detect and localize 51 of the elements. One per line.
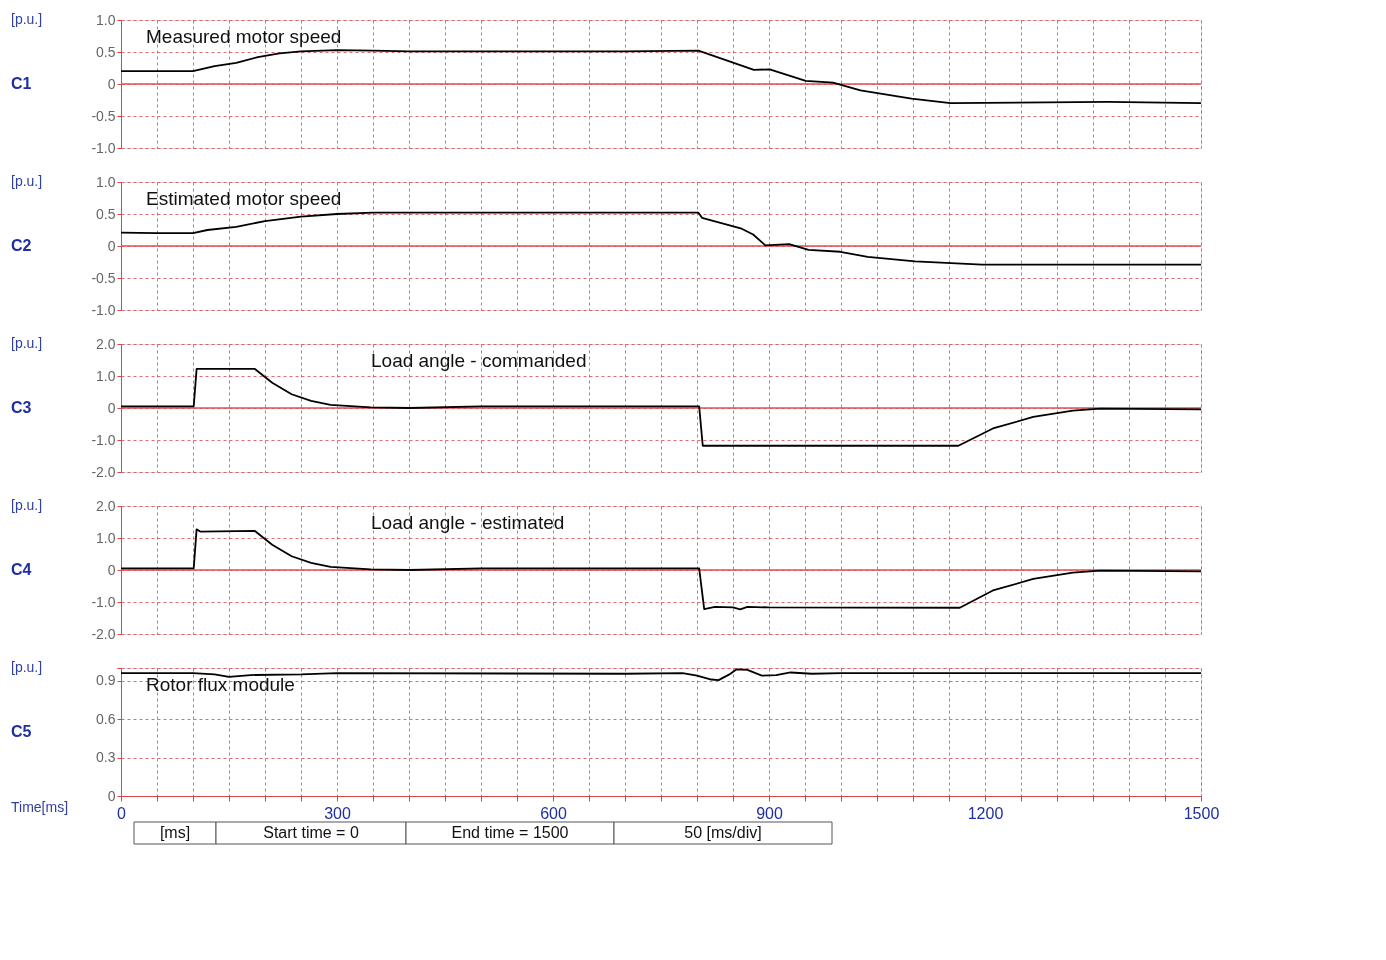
- line-series: [121, 49, 1201, 105]
- y-tick-label: 0: [107, 237, 116, 254]
- x-tick-label: 1200: [967, 804, 1004, 822]
- text: 50 [ms/div]: [684, 824, 762, 841]
- y-tick-label: 0: [107, 787, 116, 804]
- y-axis-title: [p.u.]: [11, 11, 43, 27]
- text: C1: [11, 75, 32, 92]
- text: End time = 1500: [451, 824, 569, 841]
- x-tick-label: 1500: [1183, 804, 1220, 822]
- text: Start time = 0: [263, 824, 359, 841]
- y-axis-title: [p.u.]: [11, 659, 43, 675]
- chart-title: Measured motor speed: [146, 26, 342, 47]
- x-tick-label: 600: [540, 804, 567, 822]
- y-tick-label: 1.0: [96, 11, 116, 28]
- text: C3: [11, 399, 32, 416]
- chart-title: Rotor flux module: [146, 674, 295, 695]
- y-tick-label: -1.0: [91, 139, 116, 156]
- text: [ms]: [159, 824, 191, 841]
- y-axis-title: [p.u.]: [11, 335, 43, 351]
- y-tick-label: 2.0: [96, 335, 116, 352]
- text: C5: [11, 723, 32, 740]
- text: C4: [11, 561, 32, 578]
- y-tick-label: 0: [107, 75, 116, 92]
- chart-title: Estimated motor speed: [146, 188, 342, 209]
- y-tick-label: 1.0: [96, 173, 116, 190]
- chart-title: Load angle - estimated: [371, 512, 565, 533]
- chart-title: Load angle - commanded: [371, 350, 587, 371]
- y-axis-title: [p.u.]: [11, 173, 43, 189]
- y-tick-label: 0.5: [96, 205, 116, 222]
- y-tick-label: 0.5: [96, 43, 116, 60]
- y-tick-label: -1.0: [91, 301, 116, 318]
- y-tick-label: 2.0: [96, 497, 116, 514]
- text: C2: [11, 237, 32, 254]
- y-tick-label: 0: [107, 561, 116, 578]
- y-tick-label: 1.0: [96, 367, 116, 384]
- y-axis-title: [p.u.]: [11, 497, 43, 513]
- y-tick-label: -2.0: [91, 625, 116, 642]
- y-tick-label: 0: [107, 399, 116, 416]
- y-tick-label: 0.6: [96, 710, 116, 727]
- x-axis-title: Time[ms]: [11, 799, 69, 815]
- y-tick-label: 1.0: [96, 529, 116, 546]
- y-tick-label: -2.0: [91, 463, 116, 480]
- x-tick-label: 300: [324, 804, 351, 822]
- x-tick-label: 900: [756, 804, 783, 822]
- y-tick-label: 0.9: [96, 672, 116, 689]
- y-tick-label: 0.3: [96, 749, 116, 766]
- line-series: [121, 211, 1201, 266]
- y-tick-label: -0.5: [91, 269, 116, 286]
- y-tick-label: -1.0: [91, 431, 116, 448]
- y-tick-label: -0.5: [91, 107, 116, 124]
- y-tick-label: -1.0: [91, 593, 116, 610]
